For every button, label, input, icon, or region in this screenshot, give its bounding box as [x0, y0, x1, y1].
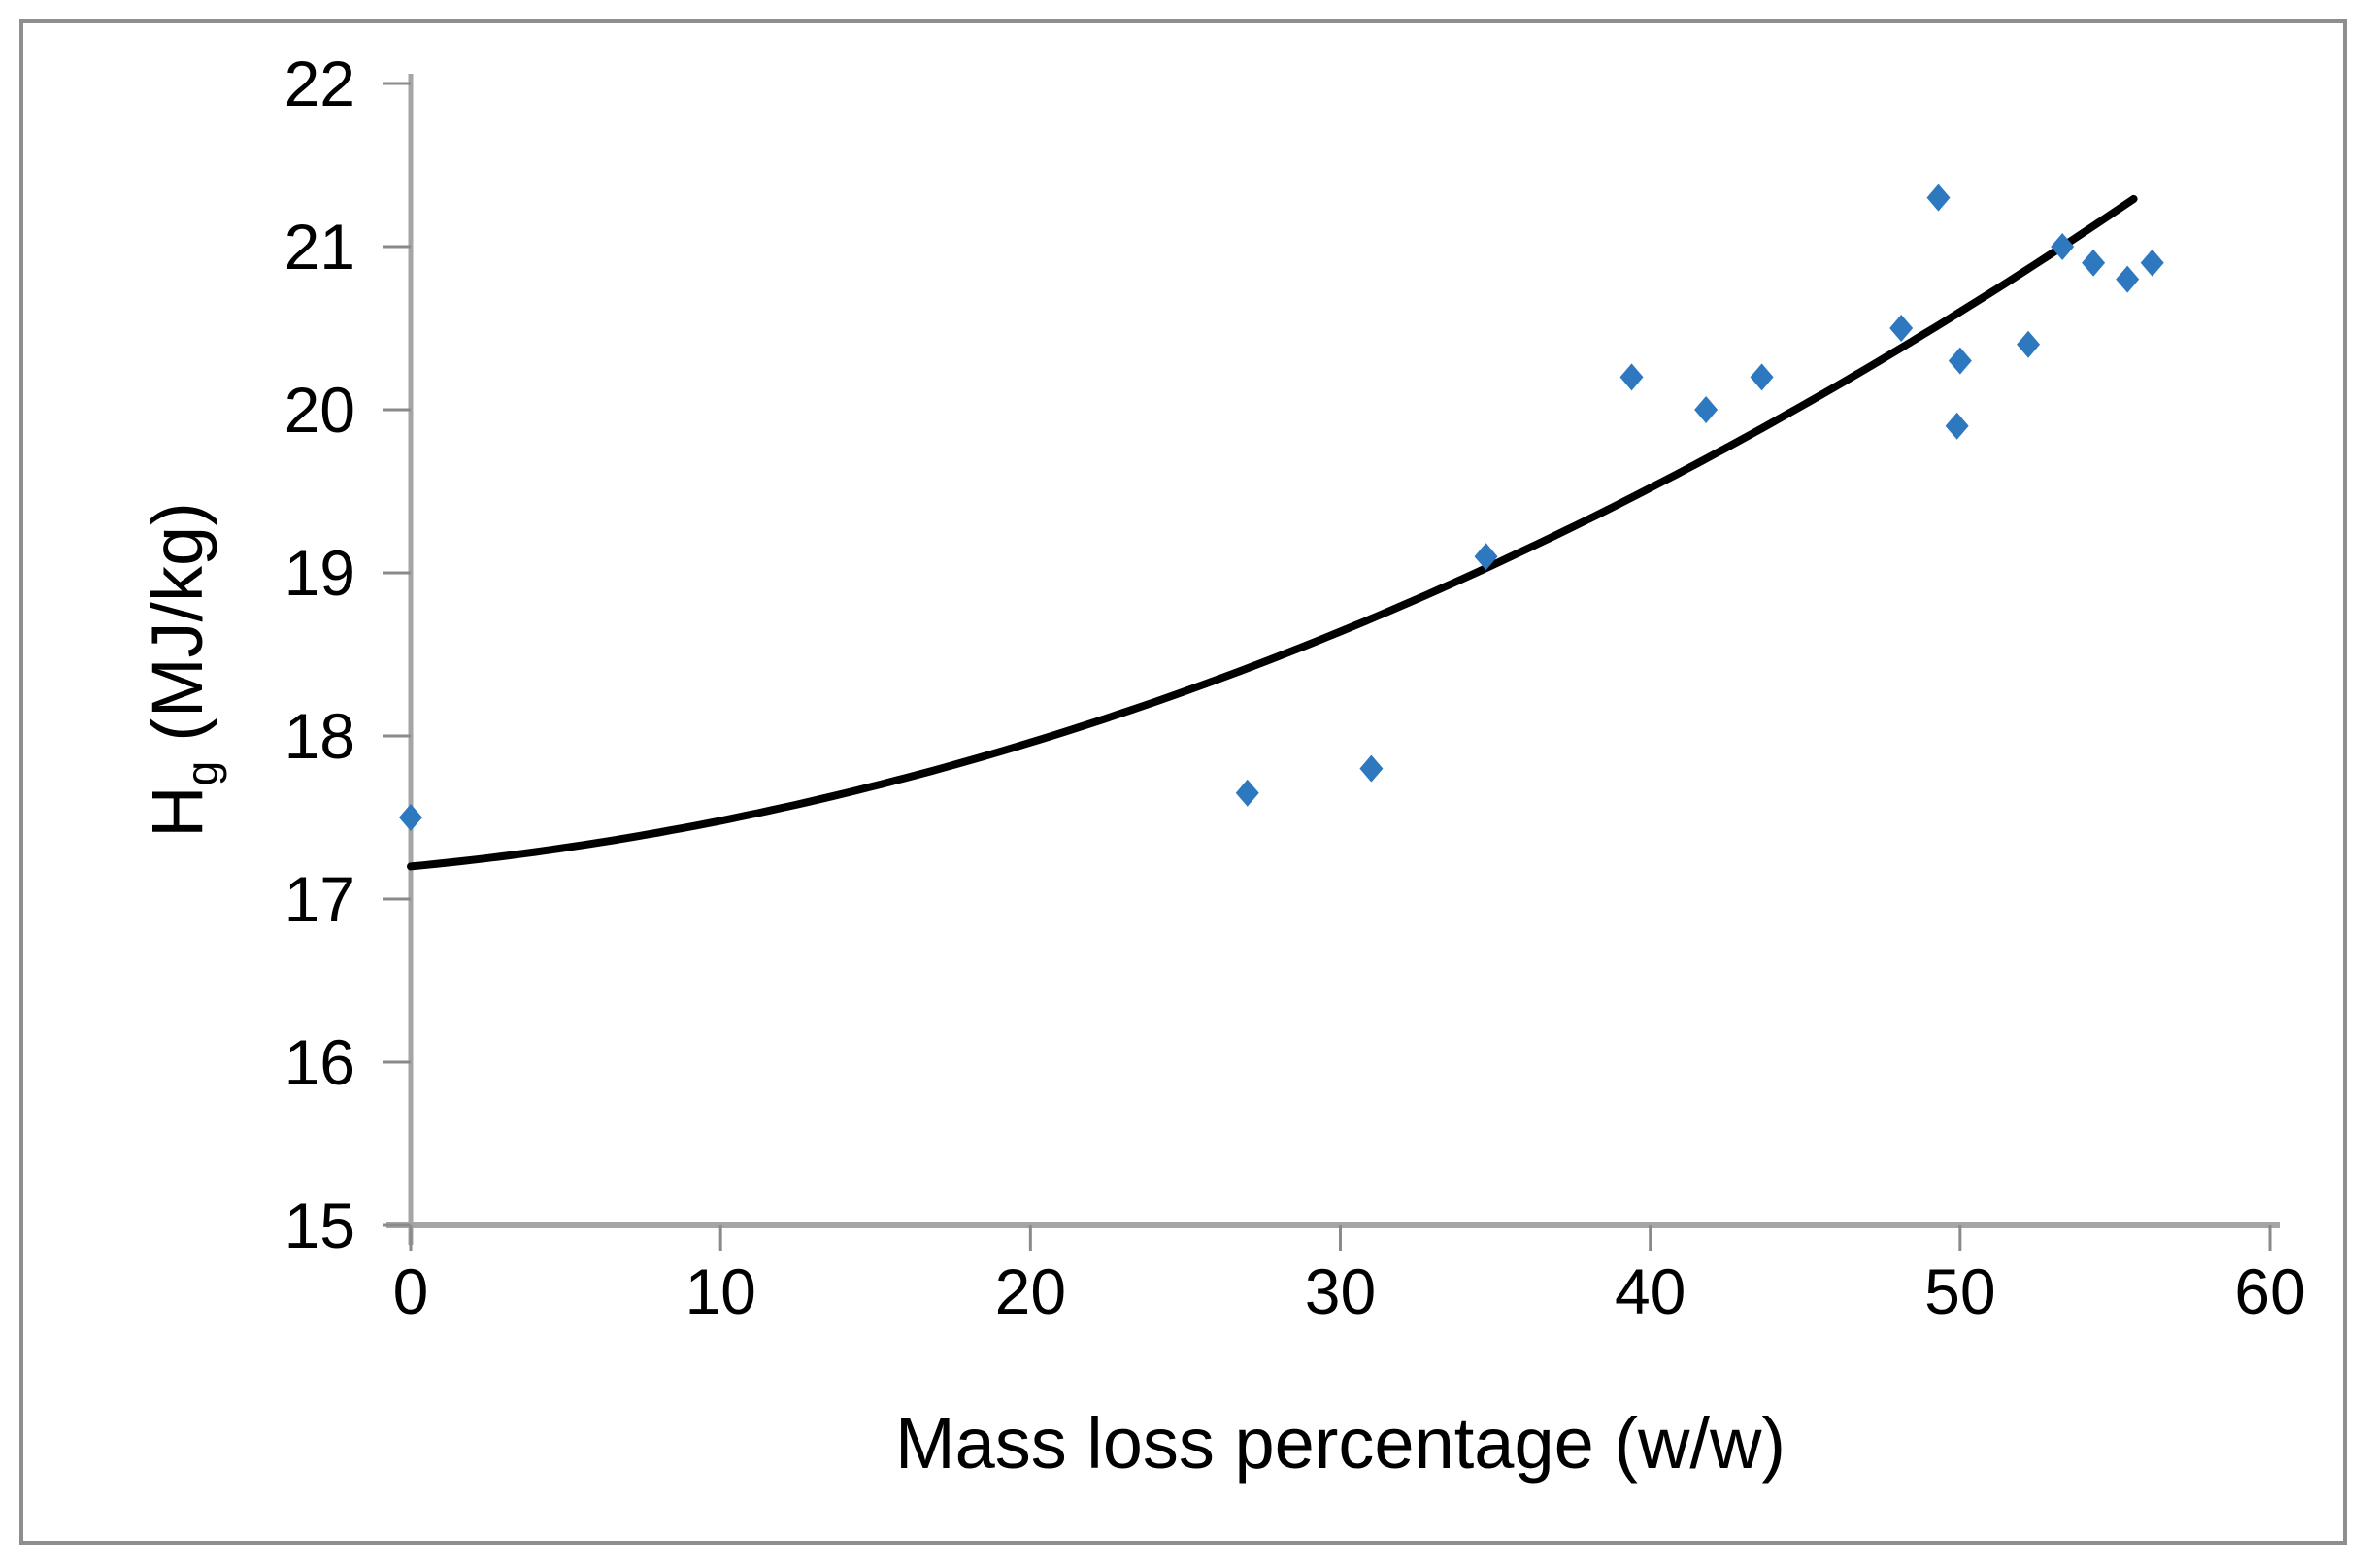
y-axis: 22 21 20 19 18 17 16 15	[284, 48, 411, 1261]
x-tick-label: 0	[393, 1255, 429, 1327]
data-point	[2140, 249, 2164, 277]
data-point	[2082, 249, 2106, 277]
y-axis-title: Hg (MJ/kg)	[137, 502, 227, 838]
x-tick-label: 30	[1305, 1255, 1376, 1327]
figure-border	[19, 19, 2347, 1545]
y-tick-label: 20	[284, 374, 355, 446]
y-tick-label: 17	[284, 863, 355, 935]
data-point	[1235, 779, 1259, 807]
data-points	[399, 183, 2164, 831]
trend-line	[407, 194, 2138, 871]
x-tick-label: 10	[684, 1255, 755, 1327]
x-tick-label: 50	[1924, 1255, 1995, 1327]
data-point	[399, 804, 422, 831]
y-tick-label: 16	[284, 1026, 355, 1098]
data-point	[1926, 183, 1951, 212]
data-point	[2017, 330, 2041, 358]
y-axis-title-base: H	[137, 785, 217, 837]
data-point	[1359, 754, 1384, 783]
x-axis-title: Mass loss percentage (w/w)	[895, 1403, 1786, 1484]
x-tick-label: 60	[2234, 1255, 2305, 1327]
y-tick-label: 18	[284, 700, 355, 772]
y-tick-label: 22	[284, 48, 355, 119]
data-point	[1750, 363, 1774, 391]
data-point	[1474, 543, 1498, 571]
x-tick-label: 40	[1615, 1255, 1686, 1327]
x-axis: 0 10 20 30 40 50 60	[393, 1225, 2306, 1327]
y-tick-label: 15	[284, 1189, 355, 1261]
y-axis-title-subscript: g	[177, 761, 227, 786]
y-axis-title-units: (MJ/kg)	[137, 502, 217, 742]
x-tick-label: 20	[995, 1255, 1066, 1327]
data-point	[1945, 412, 1969, 440]
y-tick-label: 21	[284, 211, 355, 283]
data-point	[1694, 396, 1719, 423]
y-tick-label: 19	[284, 537, 355, 609]
data-point	[2051, 233, 2075, 260]
data-point	[2116, 265, 2140, 293]
data-point	[1889, 315, 1914, 342]
axes	[386, 74, 2280, 1245]
data-point	[1948, 347, 1972, 375]
data-point	[1619, 363, 1644, 391]
